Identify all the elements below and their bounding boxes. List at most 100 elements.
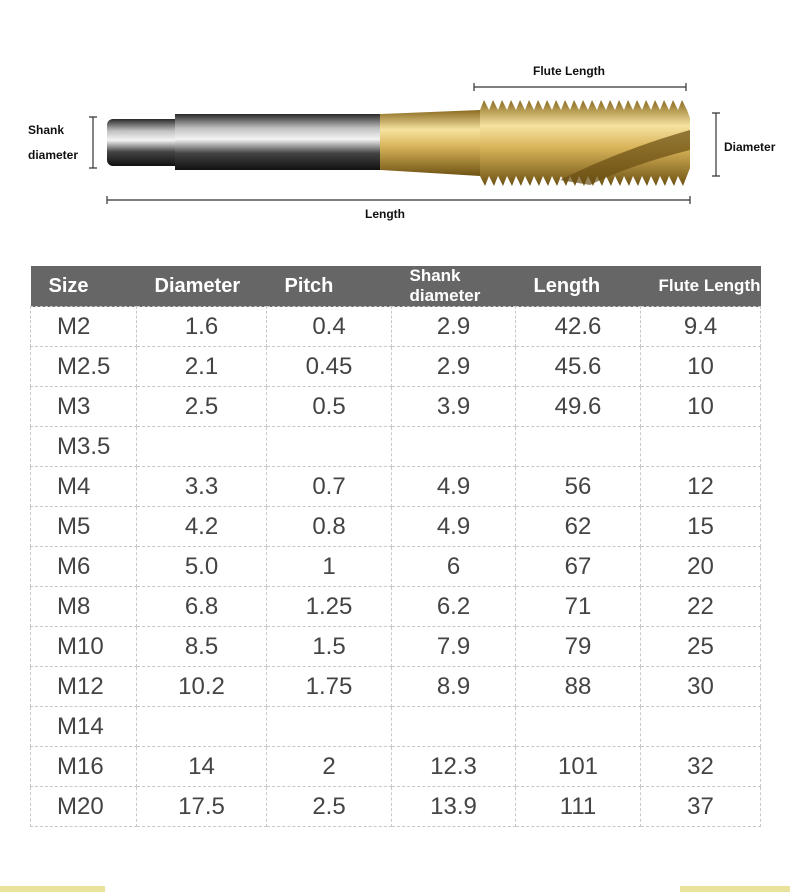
table-cell: 111 bbox=[515, 786, 641, 827]
table-cell: M2.5 bbox=[30, 346, 137, 387]
footer-strip bbox=[0, 886, 105, 892]
table-cell: 32 bbox=[640, 746, 761, 787]
table-cell: 10.2 bbox=[136, 666, 267, 707]
table-cell: 1.75 bbox=[266, 666, 392, 707]
neck bbox=[380, 110, 480, 176]
table-cell: M3 bbox=[30, 386, 137, 427]
table-cell: M8 bbox=[30, 586, 137, 627]
table-cell: 25 bbox=[640, 626, 761, 667]
table-cell: 9.4 bbox=[640, 306, 761, 347]
empty-cell bbox=[266, 426, 392, 467]
column-header: Flute Length bbox=[640, 266, 761, 307]
table-cell: 6.2 bbox=[391, 586, 516, 627]
shank bbox=[175, 114, 385, 170]
tap-diagram bbox=[89, 83, 720, 204]
table-cell: 45.6 bbox=[515, 346, 641, 387]
table-cell: 0.45 bbox=[266, 346, 392, 387]
table-row: M4 3.3 0.7 4.9 56 12 bbox=[30, 466, 761, 507]
dimension-lines bbox=[89, 83, 720, 204]
table-row: M16 14 2 12.3 101 32 bbox=[30, 746, 761, 787]
table-row: M10 8.5 1.5 7.9 79 25 bbox=[30, 626, 761, 667]
table-cell: M6 bbox=[30, 546, 137, 587]
table-cell: 49.6 bbox=[515, 386, 641, 427]
table-row: M6 5.0 1 6 67 20 bbox=[30, 546, 761, 587]
table-cell: 15 bbox=[640, 506, 761, 547]
table-cell: 3.9 bbox=[391, 386, 516, 427]
table-cell: 10 bbox=[640, 346, 761, 387]
table-cell: 2.9 bbox=[391, 306, 516, 347]
empty-cell bbox=[515, 426, 641, 467]
flute-groove bbox=[560, 130, 690, 185]
table-cell: 2.1 bbox=[136, 346, 267, 387]
table-row: M3 2.5 0.5 3.9 49.6 10 bbox=[30, 386, 761, 427]
table-cell: M2 bbox=[30, 306, 137, 347]
table-cell: 0.7 bbox=[266, 466, 392, 507]
table-row: M5 4.2 0.8 4.9 62 15 bbox=[30, 506, 761, 547]
table-cell: 10 bbox=[640, 386, 761, 427]
table-cell: 13.9 bbox=[391, 786, 516, 827]
table-cell: M12 bbox=[30, 666, 137, 707]
table-cell: 56 bbox=[515, 466, 641, 507]
table-cell: M5 bbox=[30, 506, 137, 547]
table-cell: 0.4 bbox=[266, 306, 392, 347]
table-cell: 8.9 bbox=[391, 666, 516, 707]
table-row: M12 10.2 1.75 8.9 88 30 bbox=[30, 666, 761, 707]
table-cell: 101 bbox=[515, 746, 641, 787]
table-row: M20 17.5 2.5 13.9 111 37 bbox=[30, 786, 761, 827]
table-cell: 1 bbox=[266, 546, 392, 587]
table-row: M14 bbox=[30, 706, 761, 747]
flute-length-label: Flute Length bbox=[533, 64, 605, 78]
empty-cell bbox=[136, 706, 267, 747]
table-cell: 17.5 bbox=[136, 786, 267, 827]
empty-cell bbox=[640, 426, 761, 467]
table-cell: 2.9 bbox=[391, 346, 516, 387]
size-table: Size Diameter Pitch Shank diameter Length Flu… bbox=[30, 266, 761, 827]
table-cell: M3.5 bbox=[30, 426, 137, 467]
column-header: Length bbox=[515, 266, 641, 307]
shank-diameter-label: Shank diameter bbox=[28, 123, 79, 162]
table-cell: M10 bbox=[30, 626, 137, 667]
table-row: M2 1.6 0.4 2.9 42.6 9.4 bbox=[30, 306, 761, 347]
table-cell: 4.2 bbox=[136, 506, 267, 547]
table-cell: M20 bbox=[30, 786, 137, 827]
table-cell: 6 bbox=[391, 546, 516, 587]
table-cell: 30 bbox=[640, 666, 761, 707]
header-row: Size Diameter Pitch Shank diameter Length Flu… bbox=[30, 266, 761, 307]
shank-end bbox=[107, 119, 182, 166]
column-header: Shank diameter bbox=[391, 266, 516, 307]
table-cell: M14 bbox=[30, 706, 137, 747]
table-cell: 7.9 bbox=[391, 626, 516, 667]
table-cell: 79 bbox=[515, 626, 641, 667]
length-label: Length bbox=[365, 207, 405, 221]
table-cell: 1.5 bbox=[266, 626, 392, 667]
table-cell: 22 bbox=[640, 586, 761, 627]
table-cell: 2 bbox=[266, 746, 392, 787]
table-cell: 12.3 bbox=[391, 746, 516, 787]
table-cell: 62 bbox=[515, 506, 641, 547]
table-cell: 5.0 bbox=[136, 546, 267, 587]
table-cell: 71 bbox=[515, 586, 641, 627]
column-header: Pitch bbox=[266, 266, 392, 307]
table-cell: 1.6 bbox=[136, 306, 267, 347]
table-cell: 1.25 bbox=[266, 586, 392, 627]
empty-cell bbox=[640, 706, 761, 747]
table-cell: 37 bbox=[640, 786, 761, 827]
empty-cell bbox=[391, 706, 516, 747]
table-cell: 2.5 bbox=[136, 386, 267, 427]
empty-cell bbox=[391, 426, 516, 467]
table-cell: 20 bbox=[640, 546, 761, 587]
table-cell: M16 bbox=[30, 746, 137, 787]
table-cell: 12 bbox=[640, 466, 761, 507]
table-cell: 8.5 bbox=[136, 626, 267, 667]
table-cell: 4.9 bbox=[391, 506, 516, 547]
table-cell: M4 bbox=[30, 466, 137, 507]
table-cell: 4.9 bbox=[391, 466, 516, 507]
table-cell: 2.5 bbox=[266, 786, 392, 827]
column-header: Diameter bbox=[136, 266, 267, 307]
empty-cell bbox=[515, 706, 641, 747]
diameter-label: Diameter bbox=[724, 140, 776, 154]
table-row: M8 6.8 1.25 6.2 71 22 bbox=[30, 586, 761, 627]
table-cell: 14 bbox=[136, 746, 267, 787]
table-cell: 0.8 bbox=[266, 506, 392, 547]
